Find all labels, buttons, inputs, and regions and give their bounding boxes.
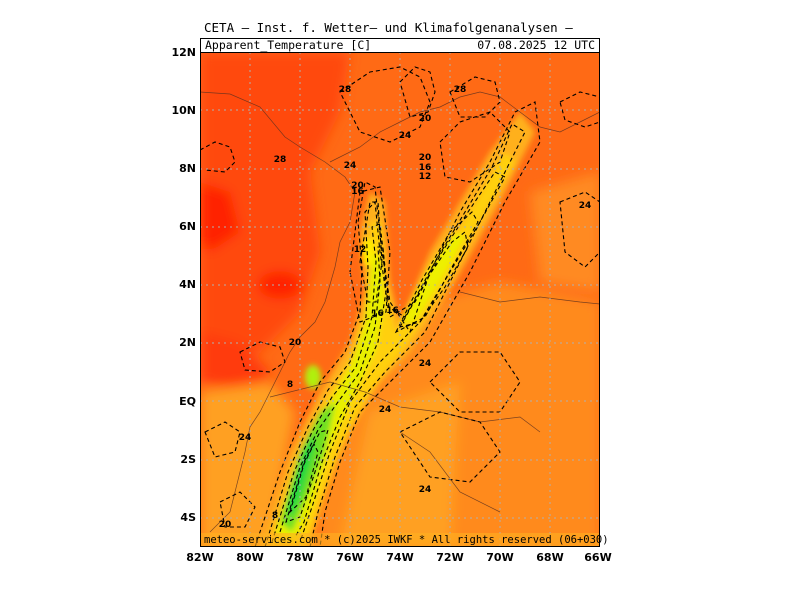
lon-label-70w: 70W <box>486 551 514 564</box>
contour-label: 24 <box>418 358 432 369</box>
contour-label: 24 <box>578 201 592 212</box>
field-coast-south <box>200 382 295 547</box>
contour-label: 20 <box>218 520 232 531</box>
andes-green-north <box>305 365 321 389</box>
lon-label-82w: 82W <box>186 551 214 564</box>
temperature-map <box>200 52 600 547</box>
contour-label: 16 <box>351 186 364 197</box>
contour-label: 20 <box>351 180 364 191</box>
map-subtitle-bar: Apparent_Temperature [C] 07.08.2025 12 U… <box>200 38 600 53</box>
contour-label: 8 <box>286 380 294 391</box>
lat-label-2n: 2N <box>179 336 196 349</box>
contour-label: 20 <box>288 338 302 349</box>
field-hot-southwest <box>200 332 270 392</box>
lat-label-4n: 4N <box>179 278 196 291</box>
contour-label: 28 <box>338 84 352 95</box>
valid-time-label: 07.08.2025 12 UTC <box>477 38 595 52</box>
field-east-plateau <box>530 172 600 292</box>
lon-label-74w: 74W <box>386 551 414 564</box>
contour-label: 24 <box>378 405 392 416</box>
contour-label: 16 <box>371 309 384 320</box>
contour-label: 20 <box>418 113 432 124</box>
contour-label: 16 <box>386 306 399 317</box>
field-hot-spot-west <box>200 182 240 252</box>
lat-label-8n: 8N <box>179 162 196 175</box>
graticule <box>200 52 600 547</box>
andes-north-yellow <box>362 238 374 266</box>
copyright-credit: meteo-services.com * (c)2025 IWKF * All … <box>204 534 609 546</box>
contour-label: 20 <box>418 153 432 164</box>
contour-label: 16 <box>418 163 432 174</box>
map-frame <box>200 52 600 547</box>
lat-label-12n: 12N <box>171 46 196 59</box>
field-east-light <box>340 382 460 547</box>
contour-label: 8 <box>271 511 279 522</box>
lon-label-76w: 76W <box>336 551 364 564</box>
variable-label: Apparent_Temperature [C] <box>205 38 372 52</box>
field-hot-west <box>200 52 350 352</box>
lon-label-66w: 66W <box>584 551 612 564</box>
contour-lines <box>200 66 600 547</box>
lat-label-4s: 4S <box>180 511 196 524</box>
contour-label: 12 <box>353 245 367 255</box>
contour-label: 24 <box>238 432 252 443</box>
lon-label-72w: 72W <box>436 551 464 564</box>
contour-label: 24 <box>398 131 412 142</box>
lon-label-68w: 68W <box>536 551 564 564</box>
contour-label: 24 <box>343 160 357 171</box>
lat-label-6n: 6N <box>179 220 196 233</box>
contour-label: 12 <box>418 172 432 183</box>
contour-label: 28 <box>453 84 467 95</box>
map-panel <box>200 52 600 547</box>
credit-strip <box>200 533 600 547</box>
lat-label-2s: 2S <box>180 453 196 466</box>
contour-label: 28 <box>273 154 287 165</box>
lat-label-10n: 10N <box>171 104 196 117</box>
lat-label-eq: EQ <box>179 395 196 408</box>
lon-label-80w: 80W <box>236 551 264 564</box>
coastlines <box>200 91 600 533</box>
map-title: CETA — Inst. f. Wetter— und Klimafolgena… <box>204 20 573 35</box>
contour-label: 24 <box>418 485 432 496</box>
lon-label-78w: 78W <box>286 551 314 564</box>
